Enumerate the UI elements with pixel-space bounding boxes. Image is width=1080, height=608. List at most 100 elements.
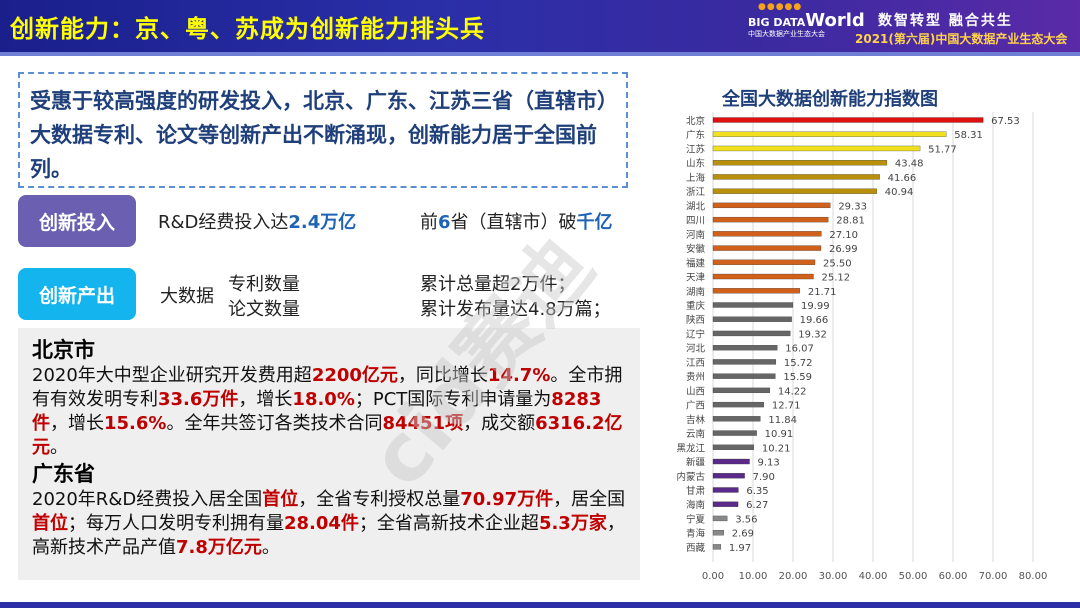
bar — [712, 373, 776, 379]
text-segment: ，同比增长 — [397, 365, 488, 386]
text-segment: ，增长 — [238, 389, 293, 410]
bar — [712, 544, 722, 550]
data-label: 25.12 — [821, 273, 850, 284]
data-label: 12.71 — [772, 401, 801, 412]
category-label: 西藏 — [686, 542, 706, 554]
slogan: 数智转型 融合共生 — [878, 13, 1013, 29]
innovation-input-tag: 创新投入 — [18, 195, 136, 247]
highlight-value: 33.6万件 — [158, 389, 239, 410]
bar — [712, 501, 739, 507]
header-banner: 创新能力：京、粤、苏成为创新能力排头兵 ●●●●● BIG DATAWorld … — [0, 0, 1080, 56]
data-label: 67.53 — [991, 116, 1020, 127]
innovation-output-tag: 创新产出 — [18, 268, 136, 320]
category-label: 贵州 — [686, 371, 705, 383]
highlight-value: 7.8万亿元 — [176, 537, 262, 558]
bar — [712, 145, 921, 152]
data-label: 1.97 — [729, 543, 751, 554]
x-tick-label: 0.00 — [702, 571, 724, 582]
text-segment: ；PCT国际专利申请量为 — [354, 389, 552, 410]
bar — [712, 117, 984, 123]
region-heading: 北京市 — [32, 338, 95, 362]
innovation-index-chart: 0.00 10.00 20.00 30.00 40.00 50.00 60.00 70.00 8… — [676, 112, 1048, 582]
provinces-over-100b: 前6省（直辖市）破千亿 — [420, 208, 613, 234]
x-tick-label: 80.00 — [1019, 571, 1048, 582]
bar — [712, 345, 778, 351]
category-label: 山东 — [686, 158, 705, 170]
data-label: 58.31 — [954, 130, 983, 141]
data-label: 10.21 — [762, 443, 791, 454]
highlight-value: 70.97万件 — [460, 489, 554, 510]
highlight-value: 18.0% — [292, 389, 355, 410]
footer-bar — [0, 602, 1080, 608]
chart-title: 全国大数据创新能力指数图 — [722, 89, 938, 110]
intro-text: 受惠于较高强度的研发投入，北京、广东、江苏三省（直辖市）大数据专利、论文等创新产… — [30, 89, 608, 181]
bar — [712, 202, 831, 209]
data-label: 11.84 — [768, 415, 797, 426]
category-label: 山西 — [686, 386, 705, 397]
text-segment: ；全省高新技术企业超 — [358, 513, 539, 534]
bar — [712, 444, 754, 450]
data-label: 15.72 — [784, 358, 813, 369]
bar — [712, 515, 728, 522]
data-label: 29.33 — [838, 201, 867, 212]
data-label: 26.99 — [829, 244, 858, 255]
highlight-value: 28.04件 — [284, 513, 359, 534]
intro-box: 受惠于较高强度的研发投入，北京、广东、江苏三省（直辖市）大数据专利、论文等创新产… — [18, 72, 628, 188]
patent-count-label: 专利数量 — [228, 274, 300, 295]
bar — [712, 530, 724, 536]
text-segment: 。全年共签订各类技术合同 — [166, 413, 383, 434]
category-label: 海南 — [686, 499, 705, 511]
bar — [712, 401, 764, 408]
bar — [712, 174, 880, 180]
category-label: 上海 — [686, 172, 706, 184]
bar — [712, 188, 877, 194]
data-label: 43.48 — [895, 159, 924, 170]
rd-investment: R&D经费投入达2.4万亿 — [158, 208, 356, 234]
data-label: 10.91 — [765, 429, 794, 440]
bar — [712, 416, 761, 422]
text-segment: 。 — [50, 437, 68, 458]
text-segment: 。全市拥有有效发明专利 — [32, 365, 623, 410]
bar — [712, 273, 814, 280]
data-label: 6.35 — [746, 486, 768, 497]
logo-subtitle: 中国大数据产业生态大会 — [748, 30, 825, 38]
page-title: 创新能力：京、粤、苏成为创新能力排头兵 — [10, 15, 485, 43]
category-label: 福建 — [686, 257, 706, 269]
data-label: 2.69 — [732, 529, 754, 540]
patent-stat: 累计总量超2万件； — [420, 274, 576, 295]
x-tick-label: 10.00 — [739, 571, 768, 582]
highlight-value: 5.3万家 — [538, 513, 607, 534]
category-label: 湖北 — [686, 201, 706, 212]
category-label: 青海 — [686, 528, 706, 540]
paper-stat: 累计发布量达4.8万篇； — [420, 299, 611, 320]
category-label: 云南 — [686, 428, 705, 440]
bar — [712, 259, 816, 265]
bar — [712, 458, 750, 465]
data-label: 21.71 — [808, 287, 837, 298]
bar — [712, 387, 771, 394]
rd-value: 2.4万亿 — [288, 212, 357, 233]
highlight: 千亿 — [576, 212, 613, 233]
text-segment: 2020年R&D经费投入居全国 — [32, 489, 263, 510]
text-segment: ，成交额 — [463, 413, 536, 434]
highlight-value: 84451项 — [382, 413, 464, 434]
category-label: 河南 — [686, 229, 705, 241]
text-segment: ，增长 — [50, 413, 104, 434]
category-label: 浙江 — [686, 186, 706, 198]
logo-world: World — [805, 10, 865, 31]
text: 省（直辖市）破 — [450, 212, 577, 233]
text-segment: 。 — [261, 537, 280, 558]
category-label: 内蒙古 — [676, 471, 705, 483]
data-label: 28.81 — [836, 216, 865, 227]
category-label: 重庆 — [686, 300, 706, 312]
highlight-value: 6316.2亿元 — [32, 413, 623, 458]
category-label: 甘肃 — [686, 485, 705, 497]
bar — [712, 288, 800, 294]
category-label: 吉林 — [686, 414, 706, 426]
category-label: 江西 — [686, 358, 705, 369]
big-data-world-logo: ●●●●● BIG DATAWorld 中国大数据产业生态大会 — [748, 2, 865, 39]
logo-big-data: BIG DATA — [748, 16, 806, 29]
text-segment: ，全省专利授权总量 — [298, 489, 461, 510]
bar — [712, 316, 792, 322]
bar — [712, 330, 791, 337]
